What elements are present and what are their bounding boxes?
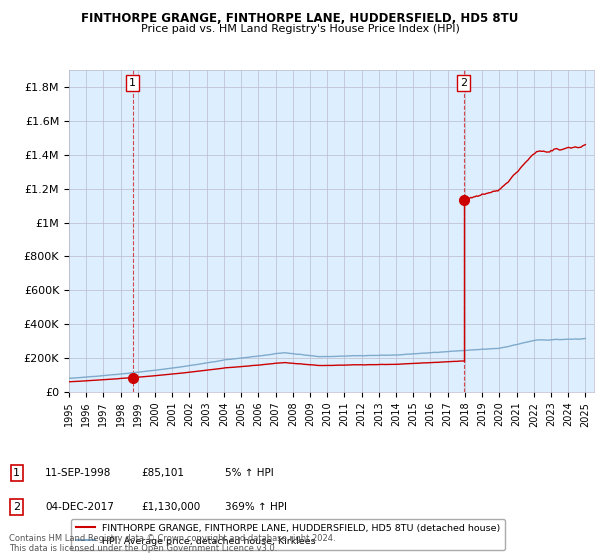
Text: 5% ↑ HPI: 5% ↑ HPI — [225, 468, 274, 478]
Text: 04-DEC-2017: 04-DEC-2017 — [45, 502, 114, 512]
Legend: FINTHORPE GRANGE, FINTHORPE LANE, HUDDERSFIELD, HD5 8TU (detached house), HPI: A: FINTHORPE GRANGE, FINTHORPE LANE, HUDDER… — [71, 519, 505, 550]
Text: FINTHORPE GRANGE, FINTHORPE LANE, HUDDERSFIELD, HD5 8TU: FINTHORPE GRANGE, FINTHORPE LANE, HUDDER… — [82, 12, 518, 25]
Text: 1: 1 — [129, 78, 136, 88]
Text: 2: 2 — [460, 78, 467, 88]
Text: 2: 2 — [13, 502, 20, 512]
Text: £85,101: £85,101 — [141, 468, 184, 478]
Text: 11-SEP-1998: 11-SEP-1998 — [45, 468, 112, 478]
Text: 1: 1 — [13, 468, 20, 478]
Text: £1,130,000: £1,130,000 — [141, 502, 200, 512]
Text: 369% ↑ HPI: 369% ↑ HPI — [225, 502, 287, 512]
Text: Contains HM Land Registry data © Crown copyright and database right 2024.
This d: Contains HM Land Registry data © Crown c… — [9, 534, 335, 553]
Text: Price paid vs. HM Land Registry's House Price Index (HPI): Price paid vs. HM Land Registry's House … — [140, 24, 460, 34]
